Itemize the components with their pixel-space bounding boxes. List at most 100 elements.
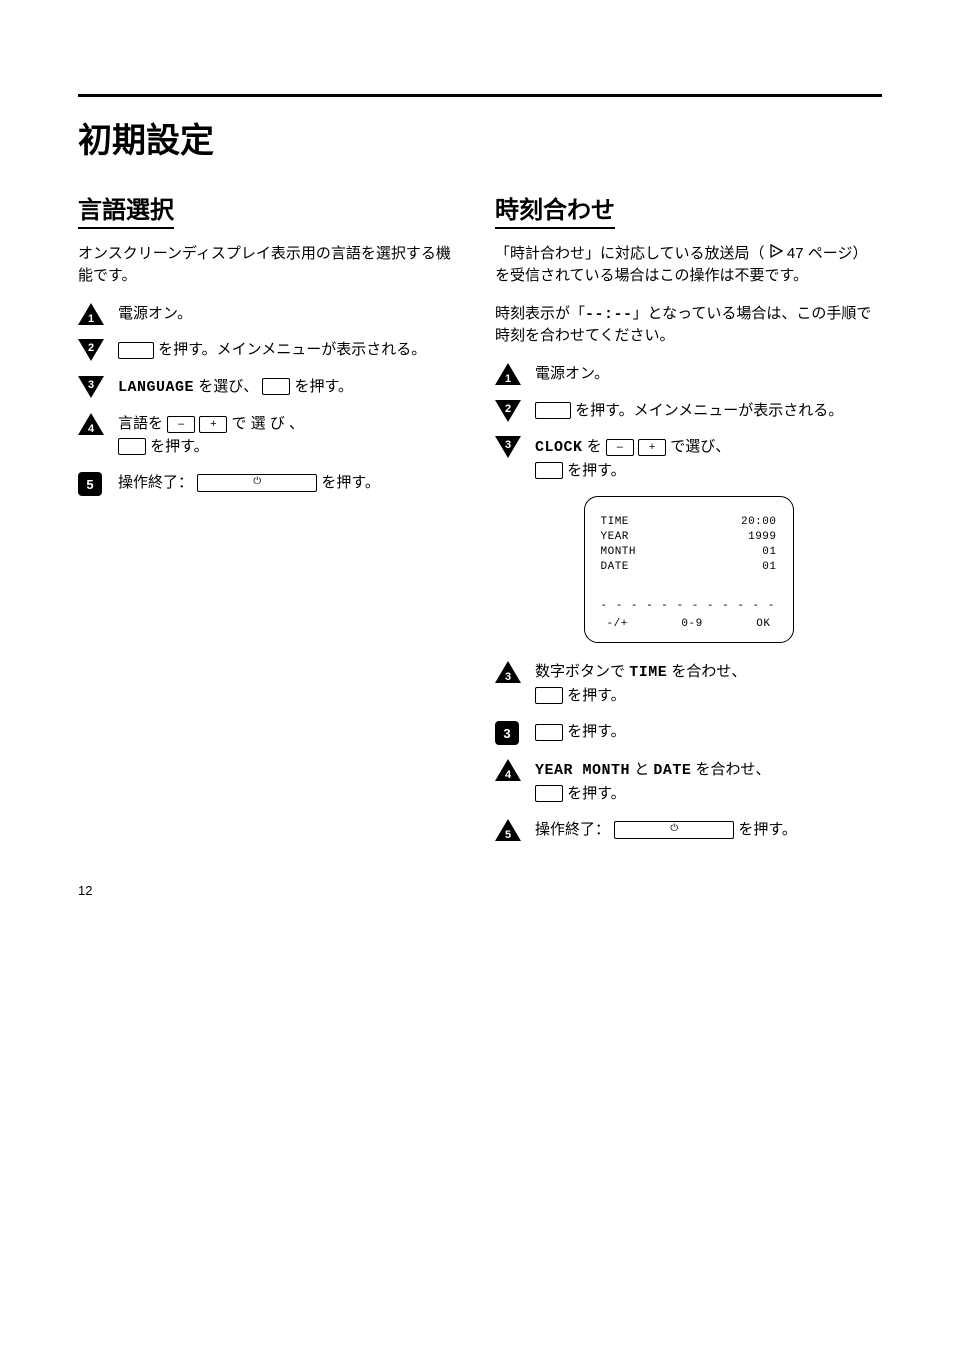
osd-hint: -/+ xyxy=(607,617,628,632)
menu-button-icon xyxy=(535,402,571,419)
svg-text:1: 1 xyxy=(88,313,94,325)
osd-value: 1999 xyxy=(748,530,776,545)
step-row: 3 を押す。 xyxy=(495,721,882,745)
svg-text:3: 3 xyxy=(505,671,511,683)
osd-hint: 0-9 xyxy=(681,617,702,632)
right-column: 時刻合わせ 「時計合わせ」に対応している放送局（ 47 ページ）を受信されている… xyxy=(495,190,882,856)
step-marker-5-up: 5 xyxy=(495,819,521,841)
menu-button-icon xyxy=(118,342,154,359)
ok-button-icon xyxy=(535,785,563,802)
step-body: YEAR MONTH と DATE を合わせ、 を押す。 xyxy=(535,759,882,805)
top-rule xyxy=(78,94,882,97)
step-row: 1 電源オン。 xyxy=(78,303,465,326)
step-body: 数字ボタンで TIME を合わせ、 を押す。 xyxy=(535,661,882,707)
language-label: LANGUAGE xyxy=(118,379,194,396)
step-text: で 選 び 、 xyxy=(232,415,305,432)
step-marker-3-down: 3 xyxy=(78,376,104,398)
ok-button-icon xyxy=(118,438,146,455)
osd-row: DATE 01 xyxy=(601,560,777,575)
step-text: を押す。 xyxy=(738,821,797,838)
osd-value: 01 xyxy=(762,560,776,575)
osd-hint: OK xyxy=(756,617,770,632)
step-text: 数字ボタンで xyxy=(535,663,625,680)
minus-button-icon: – xyxy=(606,439,634,456)
step-marker-3-box: 3 xyxy=(495,721,521,745)
osd-row: MONTH 01 xyxy=(601,545,777,560)
step-text: 言語を xyxy=(118,415,167,432)
left-intro: オンスクリーンディスプレイ表示用の言語を選択する機能です。 xyxy=(78,243,465,287)
power-button-icon: ⏻ xyxy=(197,474,317,492)
power-button-icon: ⏻ xyxy=(614,821,734,839)
step-text: を押す。 xyxy=(567,462,626,479)
step-text: 操作終了： xyxy=(535,821,610,838)
step-row: 3 LANGUAGE を選び、 を押す。 xyxy=(78,376,465,400)
step-marker-5-box: 5 xyxy=(78,472,104,496)
plus-button-icon: + xyxy=(199,416,227,433)
clock-label: CLOCK xyxy=(535,439,583,456)
step-text: と xyxy=(634,761,653,778)
step-row: 4 YEAR MONTH と DATE を合わせ、 を押す。 xyxy=(495,759,882,805)
svg-text:1: 1 xyxy=(505,373,511,385)
step-marker-1-up: 1 xyxy=(78,303,104,325)
step-body: 言語を – + で 選 び 、 を押す。 xyxy=(118,413,465,458)
right-heading: 時刻合わせ xyxy=(495,190,615,229)
step-text: を押す。 xyxy=(295,378,354,395)
step-body: 操作終了： ⏻ を押す。 xyxy=(118,472,465,495)
step-text: を押す。 xyxy=(567,785,626,802)
step-body: 操作終了： ⏻ を押す。 xyxy=(535,819,882,842)
svg-text:3: 3 xyxy=(503,726,510,741)
step-body: LANGUAGE を選び、 を押す。 xyxy=(118,376,465,400)
ok-button-icon xyxy=(535,724,563,741)
intro-pre: 時刻表示が「 xyxy=(495,305,585,322)
step-text: 電源オン。 xyxy=(535,365,609,382)
columns: 言語選択 オンスクリーンディスプレイ表示用の言語を選択する機能です。 1 電源オ… xyxy=(78,190,882,856)
step-row: 4 言語を – + で 選 び 、 を押す。 xyxy=(78,413,465,458)
osd-clock-panel: TIME20:00 YEAR 1999 MONTH 01 DATE 01 - - - … xyxy=(584,496,794,643)
step-marker-4-up: 4 xyxy=(78,413,104,435)
left-column: 言語選択 オンスクリーンディスプレイ表示用の言語を選択する機能です。 1 電源オ… xyxy=(78,190,465,856)
note-pre: 「時計合わせ」に対応している放送局（ xyxy=(495,245,765,262)
ok-button-icon xyxy=(535,687,563,704)
step-row: 3 CLOCK を – + で選び、 を押す。 xyxy=(495,436,882,482)
page-number: 12 xyxy=(78,883,92,898)
time-label: TIME xyxy=(629,664,667,681)
step-text: を合わせ、 xyxy=(671,663,746,680)
play-reference-icon xyxy=(769,243,783,265)
svg-text:5: 5 xyxy=(86,477,93,492)
step-text: で選び、 xyxy=(670,438,730,455)
step-text: を押す。 xyxy=(321,474,380,491)
svg-text:3: 3 xyxy=(88,379,94,391)
step-text: を合わせ、 xyxy=(696,761,771,778)
step-marker-2-down: 2 xyxy=(495,400,521,422)
step-text: を押す。メインメニューが表示される。 xyxy=(158,341,426,358)
step-marker-3-down: 3 xyxy=(495,436,521,458)
osd-separator: - - - - - - - - - - - - - - - - - - - - … xyxy=(601,599,777,614)
step-marker-3-up: 3 xyxy=(495,661,521,683)
step-body: を押す。メインメニューが表示される。 xyxy=(535,400,882,423)
yearmonth-label: YEAR MONTH xyxy=(535,762,630,779)
osd-label: DATE xyxy=(601,560,629,575)
step-body: CLOCK を – + で選び、 を押す。 xyxy=(535,436,882,482)
page-title: 初期設定 xyxy=(78,113,882,162)
intro-mono: --:-- xyxy=(585,306,633,323)
osd-value: 20:00 xyxy=(741,515,777,530)
ok-button-icon xyxy=(262,378,290,395)
svg-text:4: 4 xyxy=(88,423,95,435)
osd-row: YEAR 1999 xyxy=(601,530,777,545)
osd-value: 01 xyxy=(762,545,776,560)
left-heading: 言語選択 xyxy=(78,190,174,229)
step-row: 2 を押す。メインメニューが表示される。 xyxy=(495,400,882,423)
svg-text:3: 3 xyxy=(505,439,511,451)
svg-text:4: 4 xyxy=(505,769,512,781)
step-row: 5 操作終了： ⏻ を押す。 xyxy=(495,819,882,842)
step-row: 1 電源オン。 xyxy=(495,363,882,386)
step-text: を押す。 xyxy=(150,438,209,455)
step-text: を押す。 xyxy=(567,723,626,740)
osd-row: TIME20:00 xyxy=(601,515,777,530)
osd-label: YEAR xyxy=(601,530,629,545)
plus-button-icon: + xyxy=(638,439,666,456)
minus-button-icon: – xyxy=(167,416,195,433)
step-text: を xyxy=(587,438,606,455)
step-marker-2-down: 2 xyxy=(78,339,104,361)
osd-label: MONTH xyxy=(601,545,637,560)
